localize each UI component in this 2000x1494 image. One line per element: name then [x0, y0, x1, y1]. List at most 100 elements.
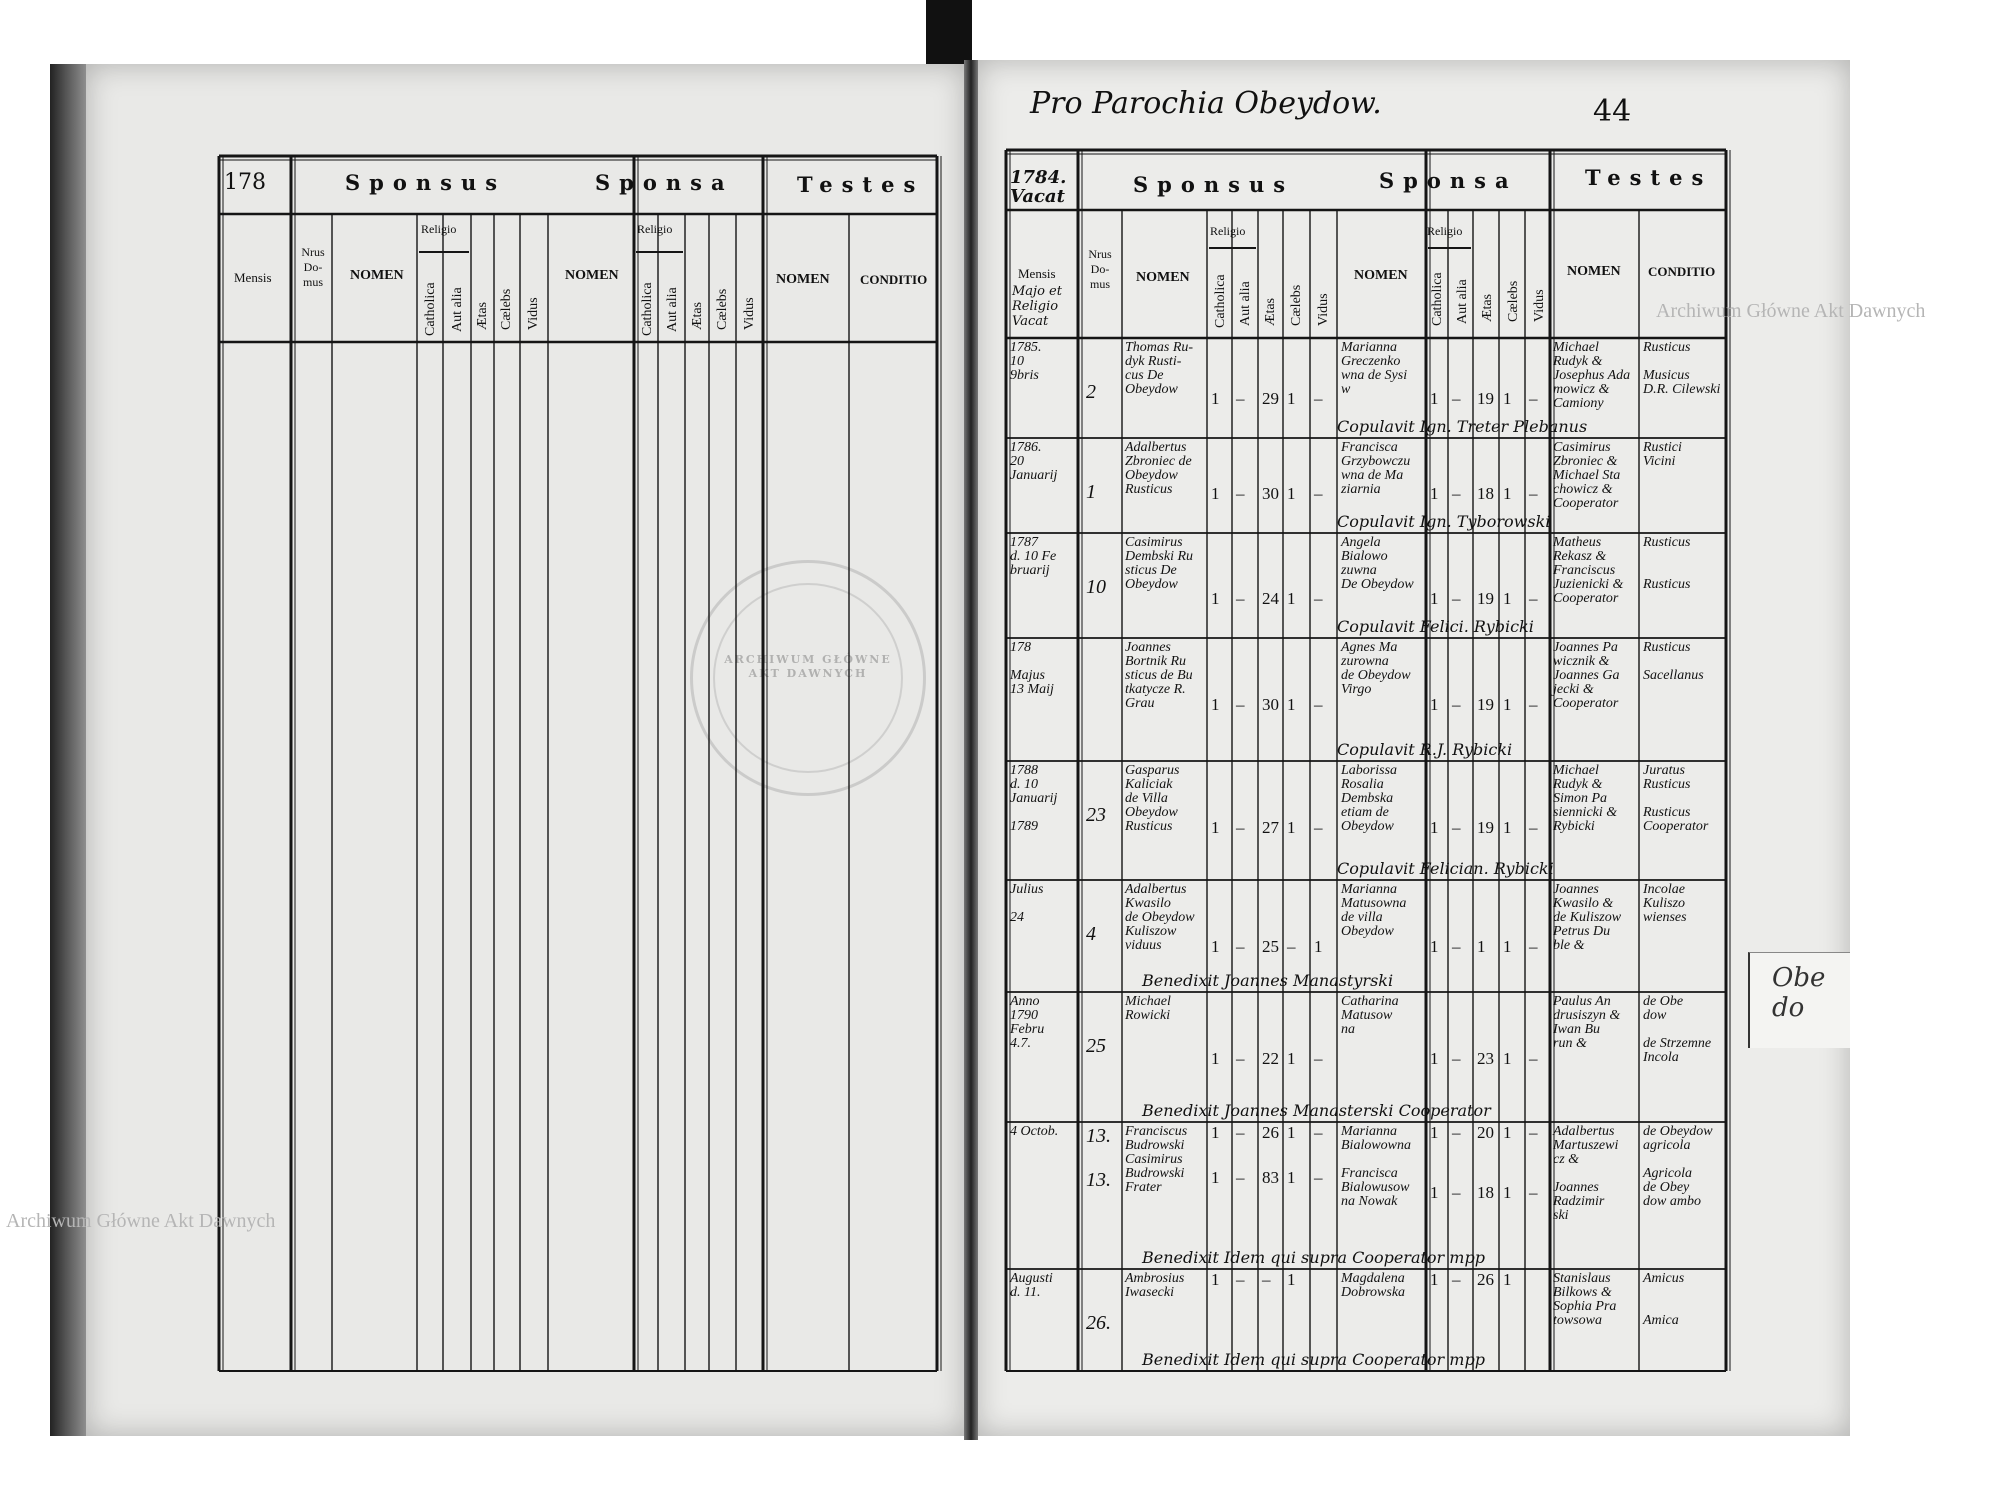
- entry-sponsus-nomen: Joannes Bortnik Ru sticus de Bu tkatycze…: [1125, 640, 1193, 711]
- margin-note: Obe do: [1772, 963, 1826, 1023]
- entry-sponsa-value: 1: [1430, 389, 1439, 408]
- entry-sponsa-value: –: [1529, 937, 1538, 956]
- entry-sponsus-value: –: [1314, 695, 1323, 714]
- entry-sponsus-nomen: Ambrosius Iwasecki: [1125, 1271, 1185, 1300]
- archive-stamp-inner-ring: [713, 583, 903, 773]
- entry-sponsus-value: 1: [1211, 818, 1220, 837]
- entry-sponsus-value: –: [1314, 389, 1323, 408]
- watermark-left: Archiwum Główne Akt Dawnych: [6, 1210, 276, 1232]
- entry-sponsa-value: 1: [1503, 695, 1512, 714]
- year-prefix: 178: [224, 170, 266, 195]
- entry-officiant-note: Copulavit Ign. Tyborowski: [1337, 512, 1551, 531]
- entry-sponsus-value: 1 1: [1287, 1123, 1296, 1187]
- col-mensis: Mensis: [1018, 266, 1056, 281]
- entry-sponsa-value: –: [1452, 589, 1461, 608]
- entry-officiant-note: Copulavit Ign. Treter Plebanus: [1337, 417, 1588, 436]
- entry-testes-conditio: Rusticus Sacellanus: [1643, 640, 1704, 683]
- col-sponsa-catholica: Catholica: [1430, 272, 1445, 326]
- entry-testes-conditio: Juratus Rusticus Rusticus Cooperator: [1643, 763, 1709, 834]
- entry-sponsa-value: –: [1452, 937, 1461, 956]
- entry-sponsa-value: 23: [1477, 1049, 1494, 1068]
- entry-sponsus-value: 29: [1262, 389, 1279, 408]
- entry-sponsus-value: –: [1236, 818, 1245, 837]
- year-cell: 1784. Vacat: [1010, 167, 1067, 207]
- entry-mensis: 178 Majus 13 Maij: [1010, 640, 1054, 697]
- col-sponsa-viduus: Vidus: [1532, 289, 1547, 322]
- entry-sponsus-value: 1: [1211, 1049, 1220, 1068]
- entry-sponsa-value: 1: [1503, 1270, 1512, 1289]
- entry-sponsus-value: 24: [1262, 589, 1279, 608]
- entry-testes-conditio: Rustici Vicini: [1643, 440, 1682, 469]
- entry-sponsus-nomen: Casimirus Dembski Ru sticus De Obeydow: [1125, 535, 1194, 592]
- entry-nrus-domus: 25: [1086, 1035, 1106, 1057]
- parish-heading: Pro Parochia Obeydow.: [1030, 86, 1382, 121]
- col-testes-nomen: NOMEN: [776, 272, 830, 287]
- entry-sponsus-value: 1: [1287, 389, 1296, 408]
- col-aut-alia: Aut alia: [1238, 281, 1253, 326]
- sponsus-header: Sponsus: [1133, 172, 1295, 197]
- entry-mensis: 1788 d. 10 Januarij 1789: [1010, 763, 1058, 834]
- margin-note-slip: Obe do: [1748, 952, 1850, 1048]
- entry-nrus-domus: 13. 13.: [1086, 1125, 1111, 1191]
- entry-sponsa-nomen: Laborissa Rosalia Dembska etiam de Obeyd…: [1341, 763, 1398, 834]
- entry-testes-nomen: Michael Rudyk & Josephus Ada mowicz & Ca…: [1553, 340, 1631, 411]
- col-sponsa-religio: Religio: [1427, 224, 1463, 238]
- stamp-text: ARCHIWUM GŁÓWNE AKT DAWNYCH: [724, 653, 892, 680]
- entry-sponsus-value: 1: [1211, 389, 1220, 408]
- col-catholica: Catholica: [1213, 274, 1228, 328]
- entry-sponsa-value: 18: [1477, 484, 1494, 503]
- entry-testes-conditio: Rusticus Musicus D.R. Cilewski: [1643, 340, 1721, 397]
- col-viduus: Vidus: [1316, 293, 1331, 326]
- entry-sponsus-value: – –: [1236, 1123, 1245, 1187]
- entry-sponsus-value: –: [1236, 695, 1245, 714]
- entry-testes-conditio: Rusticus Rusticus: [1643, 535, 1691, 592]
- entry-testes-nomen: Matheus Rekasz & Franciscus Juzienicki &…: [1553, 535, 1624, 606]
- col-viduus: Vidus: [526, 297, 541, 330]
- entry-sponsus-value: 30: [1262, 695, 1279, 714]
- entry-testes-nomen: Michael Rudyk & Simon Pa siennicki & Ryb…: [1553, 763, 1618, 834]
- entry-nrus-domus: 2: [1086, 381, 1096, 403]
- entry-nrus-domus: 10: [1086, 576, 1106, 598]
- entry-sponsa-value: 1: [1430, 589, 1439, 608]
- folio-number: 44: [1593, 94, 1632, 129]
- col-sponsa-viduus: Vidus: [742, 297, 757, 330]
- entry-testes-nomen: Paulus An drusiszyn & Iwan Bu run &: [1553, 994, 1621, 1051]
- entry-sponsa-value: –: [1452, 484, 1461, 503]
- mensis-note: Majo et Religio Vacat: [1012, 284, 1062, 329]
- entry-officiant-note: Benedixit Idem qui supra Cooperator mpp: [1142, 1248, 1485, 1267]
- entry-sponsus-value: –: [1287, 937, 1296, 956]
- entry-mensis: 1786. 20 Januarij: [1010, 440, 1058, 483]
- entry-sponsus-value: 1: [1211, 937, 1220, 956]
- col-sponsa-caelebs: Cælebs: [1506, 280, 1521, 322]
- entry-sponsus-value: 1: [1287, 1270, 1296, 1289]
- entry-sponsa-value: –: [1452, 1270, 1461, 1289]
- watermark-right: Archiwum Główne Akt Dawnych: [1656, 300, 1926, 322]
- col-sponsa-aut-alia: Aut alia: [665, 287, 680, 332]
- entry-sponsa-nomen: Angela Bialowo zuwna De Obeydow: [1341, 535, 1414, 592]
- testes-header: Testes: [1585, 165, 1713, 190]
- entry-sponsa-nomen: Francisca Grzybowczu wna de Ma ziarnia: [1341, 440, 1411, 497]
- entry-sponsa-value: –: [1529, 818, 1538, 837]
- entry-sponsa-value: 1 1: [1430, 1123, 1439, 1202]
- entry-sponsus-value: –: [1314, 589, 1323, 608]
- entry-sponsa-value: –: [1529, 589, 1538, 608]
- col-sponsa-nomen: NOMEN: [1354, 268, 1408, 283]
- entry-sponsa-value: 1: [1477, 937, 1486, 956]
- entry-sponsus-value: 26 83: [1262, 1123, 1279, 1187]
- col-catholica: Catholica: [423, 282, 438, 336]
- entry-sponsus-value: 1: [1211, 695, 1220, 714]
- entry-sponsus-value: 1: [1287, 1049, 1296, 1068]
- col-mensis: Mensis: [234, 270, 272, 285]
- col-testes-nomen: NOMEN: [1567, 264, 1621, 279]
- entry-sponsus-value: 22: [1262, 1049, 1279, 1068]
- entry-sponsus-nomen: Michael Rowicki: [1125, 994, 1171, 1023]
- entry-sponsa-value: 1: [1430, 818, 1439, 837]
- entry-sponsa-value: 19: [1477, 589, 1494, 608]
- entry-sponsus-value: 1: [1287, 695, 1296, 714]
- entry-sponsa-value: 1: [1430, 1270, 1439, 1289]
- entry-sponsa-value: 1: [1430, 695, 1439, 714]
- entry-sponsa-value: 1: [1430, 937, 1439, 956]
- entry-sponsa-value: – –: [1452, 1123, 1461, 1202]
- entry-sponsus-value: 30: [1262, 484, 1279, 503]
- entry-testes-nomen: Casimirus Zbroniec & Michael Sta chowicz…: [1553, 440, 1621, 511]
